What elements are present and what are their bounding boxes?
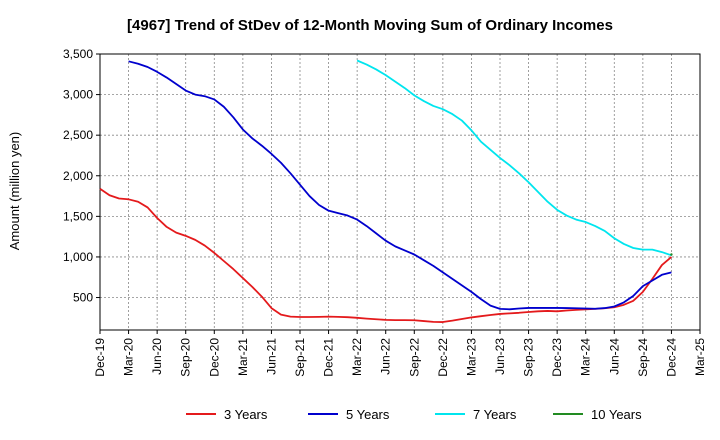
x-tick-label: Mar-24: [579, 338, 593, 376]
x-tick-label: Sep-22: [407, 338, 421, 377]
x-tick-label: Jun-24: [607, 338, 621, 375]
x-tick-label: Mar-23: [464, 338, 478, 376]
x-tick-label: Mar-22: [350, 338, 364, 376]
legend-label-10-years: 10 Years: [591, 407, 642, 422]
series-point-10-years: [670, 253, 673, 256]
x-tick-label: Jun-22: [379, 338, 393, 375]
x-tick-label: Sep-20: [179, 338, 193, 377]
x-tick-label: Jun-23: [493, 338, 507, 375]
chart-title: [4967] Trend of StDev of 12-Month Moving…: [127, 17, 613, 34]
y-tick-label: 1,500: [63, 209, 93, 223]
x-tick-label: Dec-23: [550, 338, 564, 377]
series-line-3-years: [99, 188, 673, 323]
y-tick-label: 2,000: [63, 169, 93, 183]
legend: 3 Years 5 Years 7 Years 10 Years: [186, 407, 642, 422]
x-tick-label: Sep-23: [522, 338, 536, 377]
series-lines: [99, 59, 673, 323]
legend-label-3-years: 3 Years: [224, 407, 268, 422]
y-axis-label: Amount (million yen): [7, 132, 22, 251]
x-ticks: Dec-19 Mar-20 Jun-20 Sep-20 Dec-20 Mar-21 Jun-…: [93, 330, 707, 377]
x-tick-label: Sep-21: [293, 338, 307, 377]
legend-label-5-years: 5 Years: [346, 407, 390, 422]
y-tick-label: 3,000: [63, 88, 93, 102]
x-tick-label: Dec-20: [207, 338, 221, 377]
legend-label-7-years: 7 Years: [473, 407, 517, 422]
x-tick-label: Mar-21: [236, 338, 250, 376]
x-tick-label: Dec-22: [436, 338, 450, 377]
series-line-7-years: [356, 59, 672, 257]
y-tick-label: 1,000: [63, 250, 93, 264]
y-tick-label: 2,500: [63, 128, 93, 142]
x-tick-label: Mar-25: [693, 338, 707, 376]
x-tick-label: Jun-20: [150, 338, 164, 375]
x-tick-label: Dec-24: [664, 338, 678, 377]
y-tick-label: 3,500: [63, 47, 93, 61]
y-tick-label: 500: [73, 291, 93, 305]
x-tick-label: Mar-20: [122, 338, 136, 376]
plot-area: [99, 53, 701, 331]
x-tick-label: Jun-21: [264, 338, 278, 375]
grid: [99, 53, 701, 330]
x-tick-label: Dec-19: [93, 338, 107, 377]
y-ticks: 500 1,000 1,500 2,000 2,500 3,000 3,500: [63, 47, 100, 305]
x-tick-label: Sep-24: [636, 338, 650, 377]
x-tick-label: Dec-21: [322, 338, 336, 377]
series-line-5-years: [128, 60, 672, 311]
